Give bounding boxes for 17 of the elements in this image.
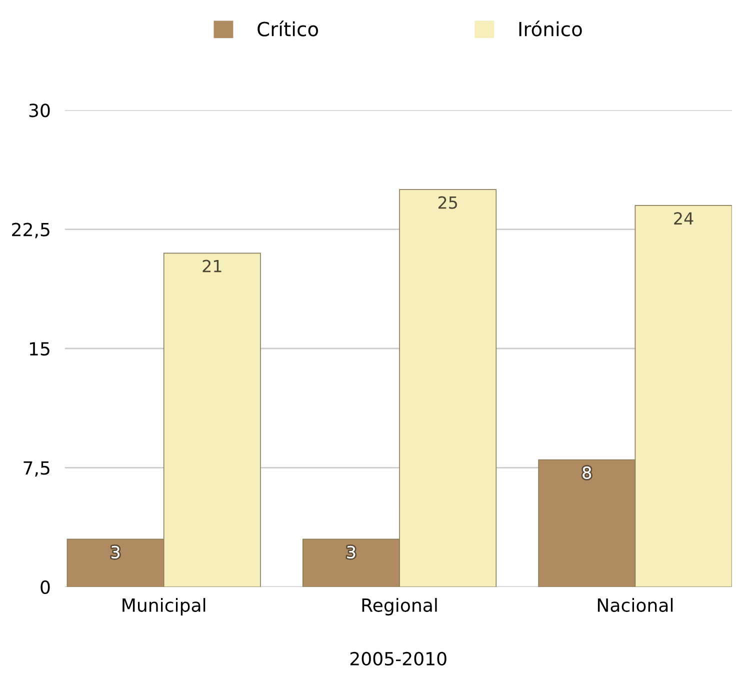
data-label: 3 (347, 546, 356, 558)
data-label: 25 (438, 196, 457, 209)
data-label: 21 (202, 260, 222, 272)
y-tick-label: 22,5 (12, 222, 50, 238)
legend-label: Irónico (519, 20, 582, 36)
x-tick-label: Regional (362, 598, 437, 616)
x-axis-title: 2005-2010 (350, 652, 446, 666)
x-tick-label: Nacional (598, 598, 673, 612)
data-label: 24 (674, 212, 694, 224)
data-label: 8 (582, 466, 592, 479)
legend-label: Crítico (258, 20, 318, 36)
y-tick-label: 15 (30, 342, 50, 356)
y-tick-label: 7,5 (24, 461, 50, 477)
y-tick-label: 0 (40, 580, 50, 594)
x-tick-label: Municipal (122, 598, 206, 616)
y-tick-label: 30 (29, 104, 50, 118)
data-label: 3 (111, 546, 120, 558)
